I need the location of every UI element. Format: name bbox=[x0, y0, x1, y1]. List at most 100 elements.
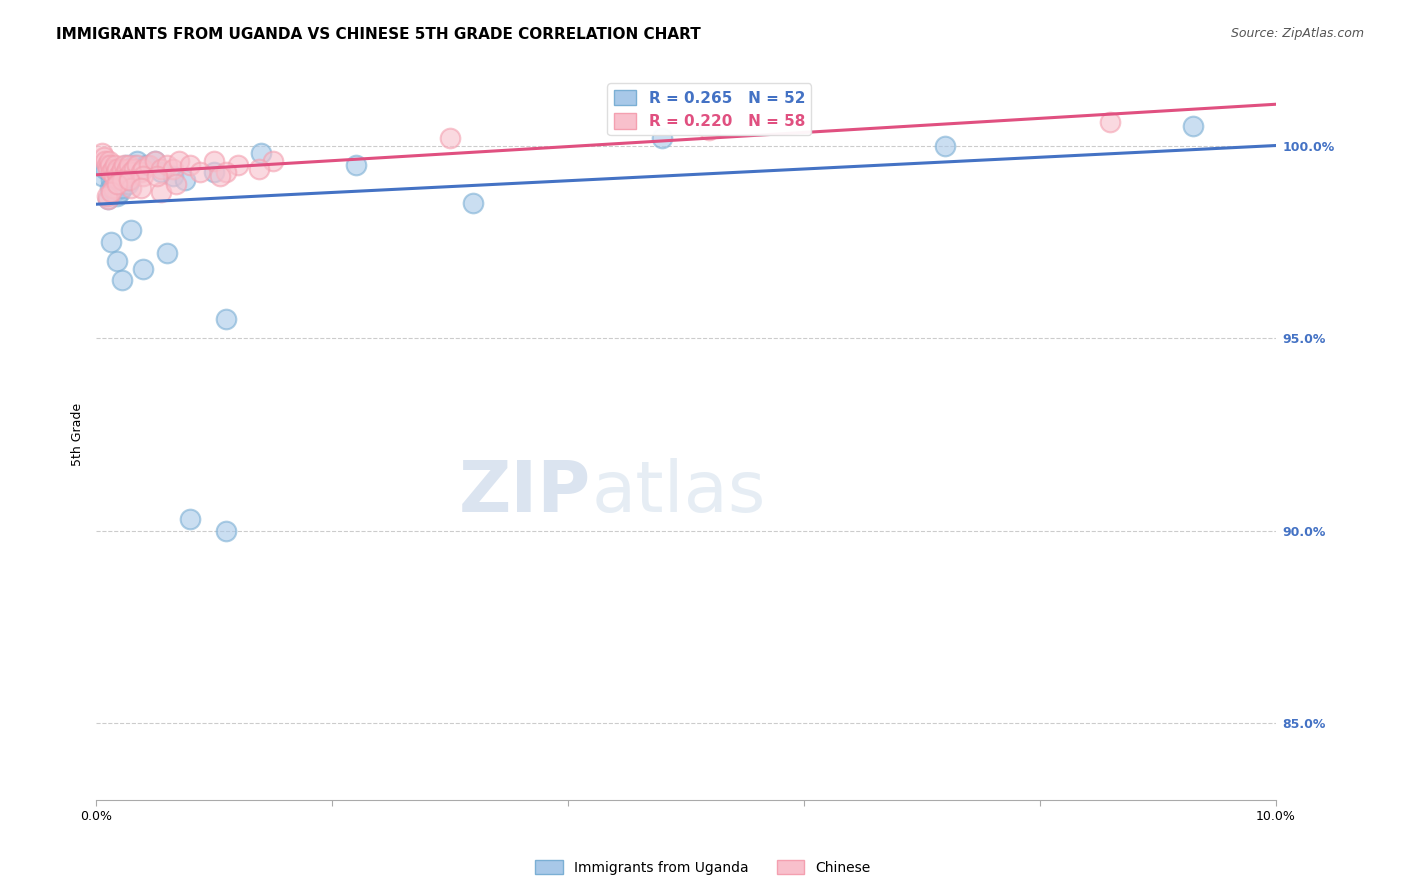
Point bbox=[103, 169, 125, 184]
Point bbox=[110, 169, 132, 184]
Point bbox=[97, 193, 120, 207]
Point bbox=[149, 161, 172, 176]
Point bbox=[108, 185, 131, 199]
Point bbox=[129, 161, 152, 176]
Point bbox=[97, 193, 120, 207]
Point bbox=[226, 158, 249, 172]
Point bbox=[100, 173, 122, 187]
Point bbox=[1099, 115, 1122, 129]
Text: atlas: atlas bbox=[592, 458, 766, 527]
Point bbox=[215, 165, 238, 179]
Point bbox=[156, 158, 179, 172]
Point bbox=[97, 161, 120, 176]
Point bbox=[101, 177, 124, 191]
Point bbox=[105, 254, 128, 268]
Point bbox=[98, 165, 121, 179]
Point bbox=[103, 185, 125, 199]
Point bbox=[118, 161, 141, 176]
Point bbox=[111, 161, 134, 176]
Point bbox=[98, 181, 121, 195]
Point bbox=[115, 169, 138, 184]
Point bbox=[98, 158, 121, 172]
Point bbox=[118, 173, 141, 187]
Point bbox=[162, 169, 184, 184]
Point bbox=[94, 161, 117, 176]
Point bbox=[108, 173, 131, 187]
Point bbox=[934, 138, 956, 153]
Point bbox=[105, 165, 128, 179]
Point bbox=[93, 150, 115, 164]
Legend: Immigrants from Uganda, Chinese: Immigrants from Uganda, Chinese bbox=[530, 855, 876, 880]
Point bbox=[111, 181, 134, 195]
Point bbox=[138, 158, 160, 172]
Point bbox=[107, 169, 129, 184]
Point bbox=[173, 173, 195, 187]
Point bbox=[100, 235, 122, 249]
Point bbox=[120, 181, 142, 195]
Point bbox=[179, 158, 201, 172]
Point bbox=[103, 169, 125, 184]
Point bbox=[118, 158, 141, 172]
Point bbox=[344, 158, 367, 172]
Point bbox=[101, 181, 124, 195]
Point bbox=[96, 188, 118, 202]
Point bbox=[104, 161, 127, 176]
Point bbox=[215, 524, 238, 538]
Point bbox=[110, 165, 132, 179]
Point bbox=[143, 153, 166, 168]
Point bbox=[202, 165, 225, 179]
Point bbox=[112, 158, 135, 172]
Point bbox=[146, 169, 169, 184]
Point bbox=[165, 177, 187, 191]
Point bbox=[94, 153, 117, 168]
Point bbox=[107, 173, 129, 187]
Legend: R = 0.265   N = 52, R = 0.220   N = 58: R = 0.265 N = 52, R = 0.220 N = 58 bbox=[607, 84, 811, 136]
Point bbox=[117, 177, 139, 191]
Point bbox=[262, 153, 284, 168]
Point bbox=[105, 188, 128, 202]
Point bbox=[97, 158, 120, 172]
Point bbox=[111, 161, 134, 176]
Point bbox=[132, 161, 155, 176]
Point bbox=[105, 177, 128, 191]
Point bbox=[122, 161, 145, 176]
Point bbox=[143, 153, 166, 168]
Point bbox=[120, 223, 142, 237]
Point bbox=[91, 169, 114, 184]
Point bbox=[100, 165, 122, 179]
Point bbox=[162, 161, 184, 176]
Point bbox=[111, 273, 134, 287]
Point bbox=[104, 158, 127, 172]
Point bbox=[132, 169, 155, 184]
Point bbox=[179, 512, 201, 526]
Point bbox=[112, 169, 135, 184]
Point bbox=[117, 169, 139, 184]
Point bbox=[127, 153, 149, 168]
Point bbox=[98, 153, 121, 168]
Point bbox=[108, 177, 131, 191]
Point bbox=[149, 185, 172, 199]
Point bbox=[114, 165, 136, 179]
Y-axis label: 5th Grade: 5th Grade bbox=[72, 402, 84, 466]
Point bbox=[149, 165, 172, 179]
Point bbox=[120, 165, 142, 179]
Point bbox=[105, 177, 128, 191]
Point bbox=[202, 153, 225, 168]
Point bbox=[114, 158, 136, 172]
Point bbox=[96, 158, 118, 172]
Point bbox=[1182, 120, 1205, 134]
Point bbox=[156, 246, 179, 260]
Point bbox=[105, 161, 128, 176]
Point bbox=[208, 169, 231, 184]
Point bbox=[132, 261, 155, 276]
Point bbox=[115, 161, 138, 176]
Point bbox=[112, 173, 135, 187]
Point bbox=[105, 165, 128, 179]
Point bbox=[120, 165, 142, 179]
Point bbox=[215, 311, 238, 326]
Point bbox=[101, 161, 124, 176]
Point bbox=[129, 165, 152, 179]
Point bbox=[651, 131, 673, 145]
Point bbox=[100, 185, 122, 199]
Point bbox=[188, 165, 211, 179]
